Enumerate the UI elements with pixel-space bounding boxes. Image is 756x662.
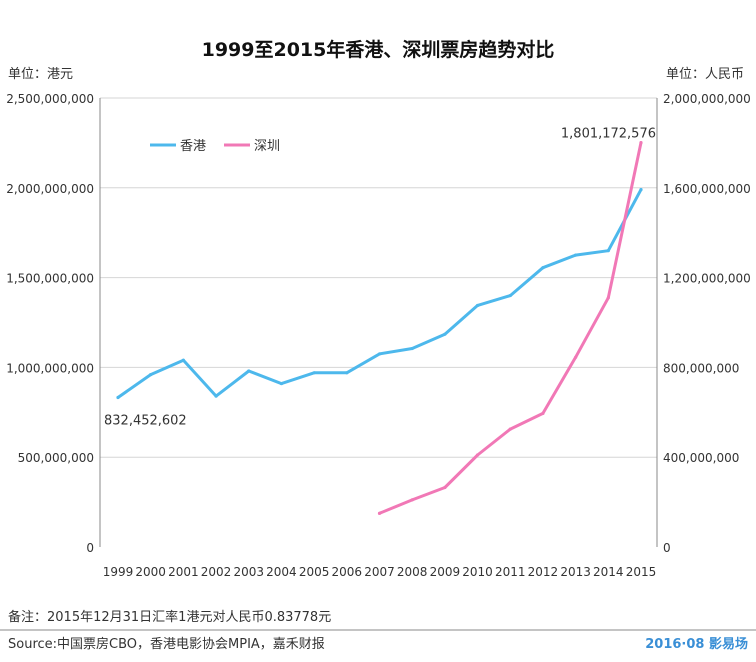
x-tick-label: 2004 bbox=[266, 565, 297, 579]
x-tick-label: 2005 bbox=[299, 565, 330, 579]
footer-brand: 2016·08 影易场 bbox=[645, 636, 748, 652]
left-y-tick-label: 1,000,000,000 bbox=[6, 361, 94, 375]
series-point bbox=[247, 369, 251, 373]
right-y-tick-label: 1,200,000,000 bbox=[663, 272, 751, 286]
right-y-tick-label: 1,600,000,000 bbox=[663, 182, 751, 196]
series-point bbox=[508, 427, 512, 431]
series-point bbox=[149, 372, 153, 377]
series-point bbox=[312, 371, 316, 375]
series-point bbox=[443, 485, 447, 490]
x-tick-label: 2015 bbox=[626, 565, 657, 579]
series-point bbox=[639, 187, 643, 192]
series-point bbox=[116, 395, 120, 400]
x-tick-label: 2013 bbox=[560, 565, 591, 579]
x-tick-label: 2014 bbox=[593, 565, 624, 579]
series-point bbox=[541, 411, 545, 416]
right-y-tick-label: 0 bbox=[663, 541, 671, 555]
series-point bbox=[574, 355, 578, 359]
x-tick-label: 2006 bbox=[332, 565, 363, 579]
x-tick-label: 2008 bbox=[397, 565, 428, 579]
series-point bbox=[377, 511, 382, 515]
series-layer bbox=[116, 141, 643, 515]
series-point bbox=[475, 453, 480, 457]
x-tick-label: 2003 bbox=[233, 565, 264, 579]
x-tick-label: 2000 bbox=[135, 565, 166, 579]
left-axis-unit-label: 单位：港元 bbox=[8, 67, 73, 82]
footer-note: 备注：2015年12月31日汇率1港元对人民币0.83778元 bbox=[8, 609, 331, 625]
axis-layer: 0 500,000,000 1,000,000,000 1,500,000,000 2,… bbox=[6, 92, 751, 579]
right-y-tick-label: 800,000,000 bbox=[663, 361, 739, 375]
legend-label: 香港 bbox=[180, 139, 206, 154]
left-y-tick-label: 2,500,000,000 bbox=[6, 92, 94, 106]
footer-source: Source:中国票房CBO，香港电影协会MPIA，嘉禾财报 bbox=[8, 636, 325, 652]
x-tick-label: 2011 bbox=[495, 565, 526, 579]
series-point bbox=[639, 141, 643, 145]
series-point bbox=[377, 352, 382, 356]
x-tick-label: 2001 bbox=[168, 565, 199, 579]
x-tick-label: 2012 bbox=[528, 565, 559, 579]
series-point bbox=[443, 332, 447, 336]
series-point bbox=[541, 266, 545, 270]
data-label: 1,801,172,576 bbox=[561, 127, 656, 142]
x-tick-label: 1999 bbox=[103, 565, 134, 579]
left-y-tick-label: 0 bbox=[86, 541, 94, 555]
label-layer: 832,452,602 1,801,172,576 bbox=[104, 127, 656, 429]
grid-layer bbox=[100, 97, 657, 458]
x-tick-label: 2002 bbox=[201, 565, 232, 579]
chart-title: 1999至2015年香港、深圳票房趋势对比 bbox=[202, 38, 555, 61]
series-line-1 bbox=[116, 188, 643, 399]
series-point bbox=[214, 394, 218, 398]
x-tick-label: 2007 bbox=[364, 565, 395, 579]
data-label: 832,452,602 bbox=[104, 413, 187, 428]
series-point bbox=[410, 346, 414, 351]
left-y-tick-label: 2,000,000,000 bbox=[6, 182, 94, 196]
series-point bbox=[574, 253, 578, 257]
x-tick-label: 2010 bbox=[462, 565, 493, 579]
series-point bbox=[410, 498, 414, 502]
series-point bbox=[606, 249, 610, 253]
right-y-tick-label: 400,000,000 bbox=[663, 451, 739, 465]
series-point bbox=[508, 293, 512, 298]
legend-layer: 香港 深圳 bbox=[150, 139, 280, 154]
x-tick-label: 2009 bbox=[430, 565, 461, 579]
left-y-tick-label: 1,500,000,000 bbox=[6, 272, 94, 286]
left-y-tick-label: 500,000,000 bbox=[18, 451, 94, 465]
right-y-tick-label: 2,000,000,000 bbox=[663, 92, 751, 106]
series-point bbox=[345, 371, 349, 375]
series-point bbox=[181, 358, 185, 362]
legend-label: 深圳 bbox=[254, 139, 280, 154]
right-axis-unit-label: 单位：人民币 bbox=[666, 67, 744, 82]
series-point bbox=[606, 296, 610, 300]
series-point bbox=[279, 381, 284, 386]
series-point bbox=[475, 303, 480, 308]
